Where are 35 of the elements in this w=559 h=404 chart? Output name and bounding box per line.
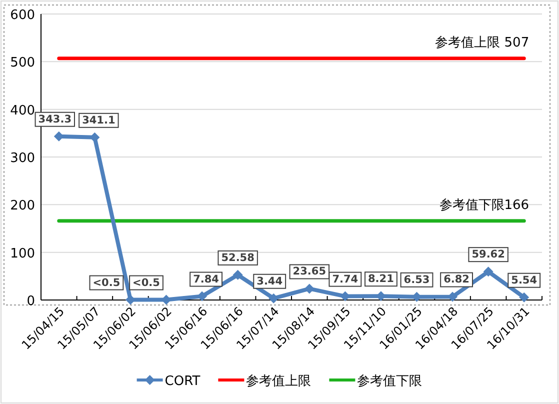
data-label: 5.54 xyxy=(511,274,538,286)
annotation: 参考值下限166 xyxy=(439,198,530,213)
point xyxy=(232,270,243,280)
y-tick-label: 0 xyxy=(26,294,35,309)
y-tick-label: 500 xyxy=(10,56,35,71)
y-tick-label: 600 xyxy=(10,8,35,23)
data-label: <0.5 xyxy=(92,276,120,289)
point xyxy=(304,284,314,294)
data-label: 52.58 xyxy=(221,252,254,264)
y-tick-label: 300 xyxy=(10,151,35,166)
y-tick-label: 200 xyxy=(10,198,35,214)
data-label: 6.82 xyxy=(444,274,470,286)
data-label: 59.62 xyxy=(472,248,505,261)
y-tick-label: 400 xyxy=(10,103,35,118)
legend-label: 参考值上限 xyxy=(246,374,312,389)
point xyxy=(519,292,530,302)
data-label: 3.44 xyxy=(256,275,283,288)
point xyxy=(268,293,279,304)
y-tick-label: 100 xyxy=(10,246,35,262)
data-label: 343.3 xyxy=(38,113,72,126)
data-label: 8.21 xyxy=(368,273,394,286)
data-label: 23.65 xyxy=(292,266,326,278)
legend-label: 参考值下限 xyxy=(357,374,422,389)
data-label: 341.1 xyxy=(82,114,116,126)
annotation: 参考值上限 507 xyxy=(435,35,530,50)
data-label: 7.84 xyxy=(193,273,219,286)
point xyxy=(197,291,208,302)
data-label: <0.5 xyxy=(132,276,160,289)
legend-label: CORT xyxy=(164,374,200,389)
point xyxy=(483,266,494,277)
point xyxy=(125,294,136,305)
point xyxy=(90,132,100,142)
point xyxy=(448,292,458,302)
data-label: 6.53 xyxy=(404,274,430,286)
data-label: 7.74 xyxy=(332,273,358,286)
